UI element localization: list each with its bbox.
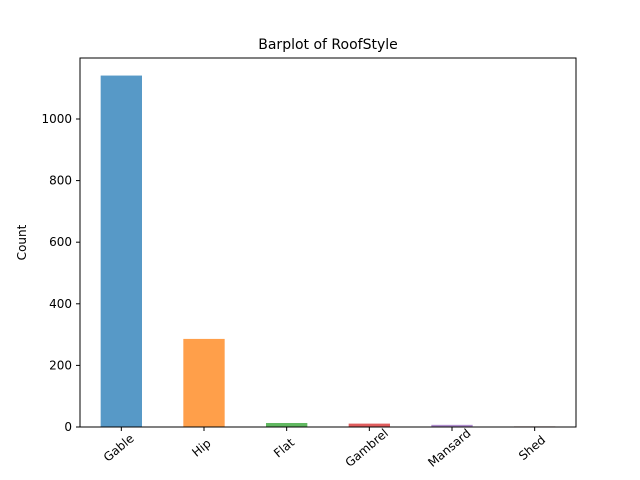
x-tick-label: Gable	[101, 431, 137, 464]
x-axis: Gable Hip Flat Gambrel Mansard Shed	[101, 426, 548, 470]
y-tick-label: 200	[49, 358, 72, 372]
bar-flat	[266, 422, 308, 427]
x-tick-label: Gambrel	[343, 426, 391, 470]
y-tick-label: 1000	[41, 112, 72, 126]
bar-mansard	[431, 424, 473, 427]
y-tick-label: 800	[49, 174, 72, 188]
bar-gambrel	[348, 423, 390, 427]
bars-group	[100, 75, 556, 427]
y-axis-label: Count	[15, 224, 29, 260]
chart-title: Barplot of RoofStyle	[258, 37, 398, 53]
bar-gable	[100, 75, 142, 427]
y-tick-label: 600	[49, 235, 72, 249]
bar-hip	[183, 338, 225, 427]
x-tick-label: Mansard	[425, 426, 473, 470]
x-tick-label: Shed	[516, 433, 548, 463]
y-axis: 0 200 400 600 800 1000	[41, 112, 80, 434]
plot-area-frame	[79, 57, 577, 428]
x-tick-label: Hip	[189, 436, 213, 460]
y-tick-label: 400	[49, 297, 72, 311]
x-tick-label: Flat	[271, 435, 297, 460]
y-tick-label: 0	[64, 420, 72, 434]
